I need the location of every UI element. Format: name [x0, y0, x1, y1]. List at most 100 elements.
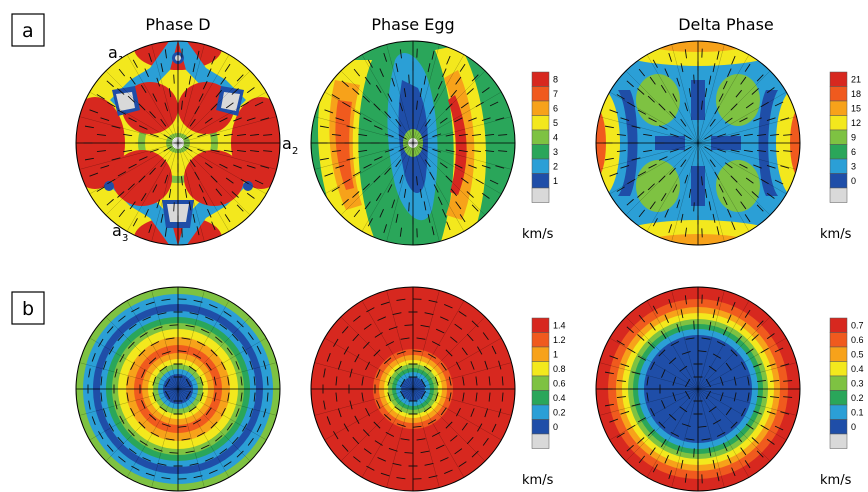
polarization-tick	[498, 134, 508, 136]
colorbar-swatch	[531, 433, 550, 449]
grid-line	[177, 44, 205, 144]
polarization-tick	[210, 349, 218, 357]
polarization-tick	[731, 467, 736, 477]
colorbar-tick-label: 0	[851, 422, 856, 432]
polarization-tick	[419, 88, 423, 98]
polarization-tick	[616, 432, 625, 438]
polarization-tick	[730, 133, 740, 137]
polarization-tick	[247, 437, 254, 446]
polarization-tick	[760, 424, 769, 431]
polarization-tick	[649, 322, 656, 331]
colorbar-swatch	[531, 404, 550, 420]
polarization-tick	[753, 164, 762, 169]
polarization-tick	[650, 407, 656, 417]
polarization-tick	[420, 378, 427, 388]
polarization-tick	[193, 475, 203, 479]
svg-text:a: a	[282, 134, 292, 153]
polarization-tick	[446, 55, 451, 65]
polarization-tick	[658, 421, 666, 429]
polarization-tick	[766, 410, 776, 415]
polarization-tick	[444, 469, 453, 474]
polarization-tick	[128, 448, 137, 455]
polarization-tick	[693, 448, 695, 458]
polarization-tick	[192, 419, 202, 425]
polarization-tick	[160, 63, 164, 73]
polarization-tick	[331, 94, 340, 100]
grid-line	[412, 142, 440, 242]
polarization-tick	[482, 332, 489, 341]
polarization-tick	[240, 376, 243, 386]
pole-figure-phase-d	[75, 40, 281, 246]
pole-figure-delta-phase	[595, 40, 801, 246]
polarization-tick	[693, 320, 695, 330]
polarization-tick	[138, 125, 148, 130]
polarization-tick	[684, 102, 689, 112]
polarization-tick	[215, 89, 223, 98]
polarization-tick	[128, 163, 137, 169]
colorbar-tick-label: 0.4	[553, 393, 566, 403]
polarization-tick	[342, 101, 351, 108]
polarization-tick	[210, 103, 218, 111]
polarization-tick	[223, 311, 232, 317]
polarization-tick	[383, 224, 388, 234]
polarization-tick	[341, 444, 349, 452]
polarization-tick	[396, 351, 406, 355]
polarization-tick	[693, 74, 695, 84]
polarization-tick	[780, 411, 790, 415]
polarization-tick	[88, 400, 91, 410]
polarization-tick	[399, 378, 406, 388]
polarization-tick	[231, 191, 239, 198]
polarization-tick	[233, 117, 242, 122]
polarization-tick	[646, 392, 649, 402]
polarization-tick	[444, 304, 453, 309]
polarization-tick	[668, 413, 677, 421]
polarization-tick	[468, 117, 477, 122]
polarization-tick	[354, 354, 360, 363]
grid-line	[609, 91, 699, 144]
polarization-tick	[194, 105, 200, 115]
polarization-tick	[730, 349, 738, 357]
polarization-tick	[637, 109, 647, 115]
polarization-tick	[416, 438, 426, 441]
polarization-tick	[648, 163, 657, 169]
polarization-tick	[445, 175, 453, 183]
polarization-tick	[395, 118, 402, 127]
colorbar-tick-label: 0	[553, 422, 558, 432]
polarization-tick	[100, 376, 103, 386]
polarization-tick	[471, 320, 479, 328]
colorbar-swatch	[829, 129, 848, 145]
polarization-tick	[735, 434, 743, 443]
polarization-tick	[263, 360, 267, 370]
polarization-tick	[756, 320, 764, 328]
colorbar-tick-label: 5	[553, 118, 558, 128]
polarization-tick	[664, 314, 669, 323]
polarization-tick	[383, 52, 388, 62]
polarization-tick	[394, 406, 403, 413]
polarization-tick	[774, 347, 784, 353]
polarization-tick	[466, 191, 474, 198]
polarization-tick	[481, 117, 491, 122]
polarization-tick	[235, 408, 240, 417]
colorbar-swatch	[829, 375, 848, 391]
polarization-tick	[638, 455, 646, 464]
polarization-tick	[664, 209, 669, 218]
polarization-tick	[783, 150, 793, 152]
polarization-tick	[343, 423, 349, 432]
polarization-tick	[701, 337, 711, 340]
polarization-tick	[342, 178, 351, 185]
polarization-tick	[616, 134, 626, 136]
polarization-tick	[661, 369, 666, 378]
colorbar-swatch	[829, 346, 848, 362]
polarization-tick	[111, 125, 121, 129]
grid-line	[412, 142, 512, 170]
polarization-tick	[181, 100, 183, 110]
polarization-tick	[84, 157, 94, 161]
grid-line	[671, 142, 699, 242]
polarization-tick	[118, 456, 126, 463]
polarization-tick	[141, 400, 146, 409]
grid-line	[177, 116, 277, 144]
polarization-tick	[501, 376, 504, 386]
polarization-tick	[335, 164, 345, 169]
polarization-tick	[353, 68, 361, 77]
polarization-tick	[331, 186, 340, 192]
